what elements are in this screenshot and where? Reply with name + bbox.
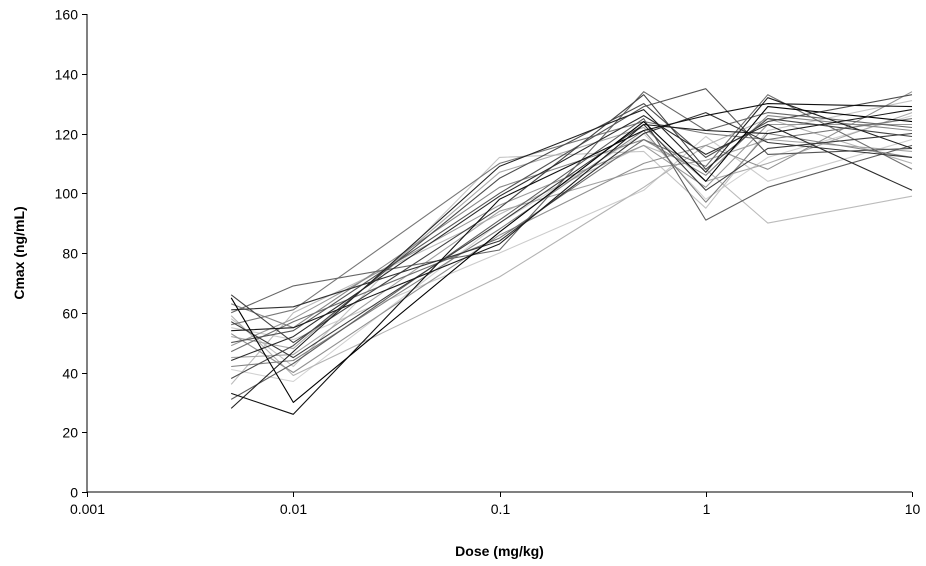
y-tick-label: 60 <box>62 306 78 322</box>
series-line-13 <box>230 94 913 353</box>
series-line-12 <box>230 91 913 314</box>
series-line-9 <box>230 94 913 379</box>
series-line-24 <box>231 135 913 341</box>
series-line-21 <box>230 118 913 377</box>
y-tick-label: 80 <box>62 246 78 262</box>
series-line-22 <box>230 144 913 385</box>
series-line-11 <box>230 118 913 400</box>
series-line-6 <box>231 115 913 362</box>
x-tick-label: 0.01 <box>280 501 307 517</box>
series-line-2 <box>231 103 913 415</box>
y-tick-label: 120 <box>55 127 79 143</box>
series-line-10 <box>231 88 913 344</box>
series-line-4 <box>231 109 913 332</box>
series-line-20 <box>231 112 913 350</box>
y-tick-label: 20 <box>62 425 78 441</box>
series-line-3 <box>230 97 913 409</box>
x-tick-label: 1 <box>703 501 711 517</box>
series-line-5 <box>231 112 913 311</box>
y-axis-title: Cmax (ng/mL) <box>11 206 27 299</box>
x-tick-label: 0.1 <box>491 501 511 517</box>
x-tick-label: 0.001 <box>70 501 105 517</box>
x-axis-ticks: 0.001 0.01 0.1 1 10 <box>70 492 921 517</box>
y-axis-ticks: 0 20 40 60 80 100 120 140 160 <box>55 7 87 501</box>
series-line-8 <box>230 94 913 344</box>
y-tick-label: 160 <box>55 7 79 23</box>
y-tick-label: 100 <box>55 186 79 202</box>
x-axis-title: Dose (mg/kg) <box>455 543 544 559</box>
series-layer <box>230 88 913 415</box>
series-line-19 <box>231 138 913 359</box>
x-tick-label: 10 <box>905 501 921 517</box>
y-tick-label: 40 <box>62 366 78 382</box>
y-tick-label: 140 <box>55 67 79 83</box>
series-line-17 <box>230 91 913 374</box>
y-tick-label: 0 <box>70 485 78 501</box>
series-line-23 <box>230 100 913 368</box>
series-line-1 <box>230 106 913 403</box>
